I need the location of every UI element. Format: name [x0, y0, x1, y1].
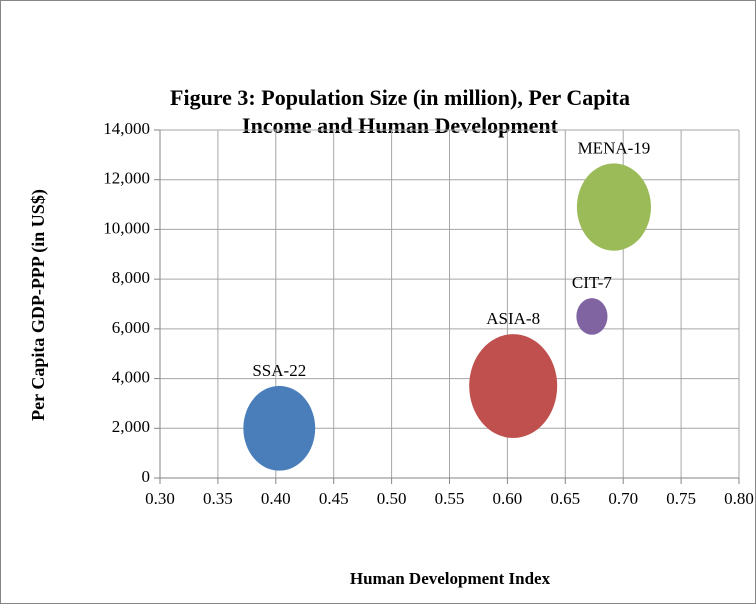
bubble-label: CIT-7	[572, 273, 612, 292]
chart-title: Figure 3: Population Size (in million), …	[170, 85, 630, 110]
x-tick-label: 0.45	[319, 489, 349, 508]
y-tick-label: 2,000	[112, 417, 150, 436]
x-tick-label: 0.75	[666, 489, 696, 508]
y-tick-label: 6,000	[112, 318, 150, 337]
bubble-label: SSA-22	[252, 361, 306, 380]
x-tick-label: 0.60	[493, 489, 523, 508]
x-tick-label: 0.40	[261, 489, 291, 508]
bubble	[576, 163, 651, 251]
bubble	[243, 385, 316, 471]
y-axis-title: Per Capita GDP-PPP (in US$)	[28, 189, 49, 421]
x-axis-title: Human Development Index	[350, 569, 551, 588]
bubble-label: MENA-19	[578, 138, 651, 157]
bubble-label: ASIA-8	[486, 309, 540, 328]
y-tick-label: 0	[142, 467, 151, 486]
y-tick-label: 4,000	[112, 367, 150, 386]
x-tick-label: 0.30	[145, 489, 175, 508]
x-tick-label: 0.35	[203, 489, 233, 508]
bubble	[576, 298, 608, 335]
y-tick-label: 8,000	[112, 268, 150, 287]
x-tick-label: 0.80	[724, 489, 754, 508]
y-tick-label: 14,000	[103, 119, 150, 138]
y-tick-label: 10,000	[103, 218, 150, 237]
x-tick-label: 0.70	[608, 489, 638, 508]
x-tick-label: 0.50	[377, 489, 407, 508]
x-tick-label: 0.55	[435, 489, 465, 508]
bubble	[469, 334, 558, 438]
y-tick-label: 12,000	[103, 169, 150, 188]
x-tick-label: 0.65	[550, 489, 580, 508]
chart-subtitle: Income and Human Development	[242, 113, 559, 138]
